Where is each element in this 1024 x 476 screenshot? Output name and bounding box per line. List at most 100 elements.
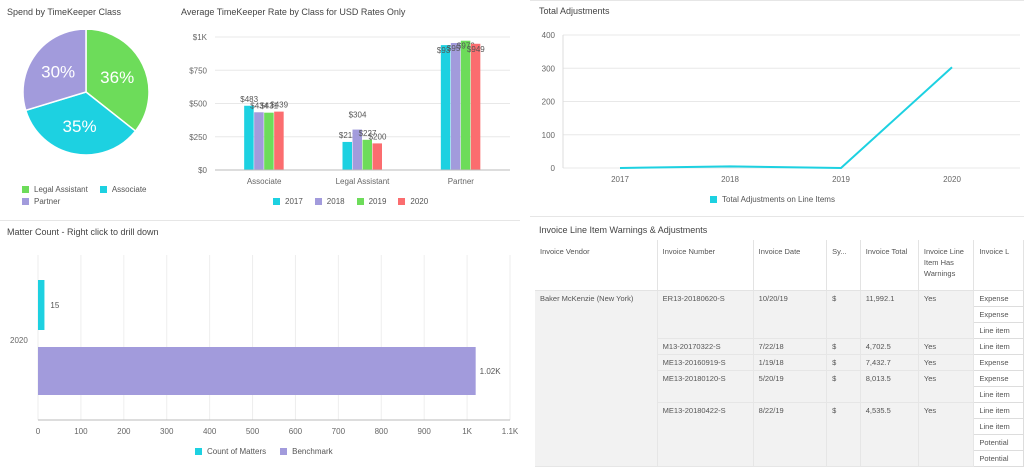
cell-invoice-number[interactable]: ME13-20180120-S	[657, 370, 754, 403]
hbar-xtick-label: 200	[117, 427, 131, 436]
pie-slice-label: 35%	[63, 117, 97, 136]
bar-xtick-label: Associate	[247, 177, 282, 186]
cell-line-type: Expense	[973, 370, 1024, 387]
legend-2017[interactable]: 2017	[273, 197, 303, 206]
horizontal-divider-top-right	[530, 0, 1024, 1]
cell-invoice-date: 10/20/19	[753, 290, 828, 339]
cell-symbol: $	[826, 370, 861, 403]
table-row[interactable]: Baker McKenzie (New York) ER13-20180620-…	[535, 290, 1024, 467]
cell-invoice-date: 8/22/19	[753, 402, 828, 467]
swatch-total-adjustments	[710, 196, 717, 203]
table-row[interactable]: ME13-20180422-S 8/22/19 $ 4,535.5 Yes Li…	[535, 402, 1024, 467]
swatch-benchmark	[280, 448, 288, 455]
table-row[interactable]: Expense	[535, 306, 1024, 323]
table-row[interactable]: ME13-20180120-S 5/20/19 $ 8,013.5 Yes Ex…	[535, 370, 1024, 403]
hbar-xtick-label: 600	[289, 427, 303, 436]
legend-label: 2020	[410, 197, 429, 206]
cell-invoice-number[interactable]: ME13-20160919-S	[657, 354, 754, 371]
cell-line-type: Potential	[973, 450, 1024, 467]
line-xtick-label: 2019	[832, 175, 850, 184]
bar-data-label: $434	[250, 101, 268, 110]
bar-legal-assistant-2019[interactable]	[362, 139, 373, 170]
cell-line-type: Line item	[973, 322, 1024, 339]
swatch-2020	[398, 198, 406, 205]
col-header-has-warnings[interactable]: Invoice Line Item Has Warnings	[918, 240, 975, 291]
swatch-partner	[22, 198, 29, 205]
pie-slice-label: 36%	[100, 68, 134, 87]
col-header-invoice-line[interactable]: Invoice L	[973, 240, 1024, 291]
swatch-2017	[273, 198, 280, 205]
hbar-benchmark[interactable]	[38, 347, 476, 395]
line-xtick-label: 2020	[943, 175, 961, 184]
cell-has-warnings: Yes	[918, 402, 975, 467]
matter-count-chart[interactable]: 0 100 200 300 400 500 600 700 800 900 1K 1.1K 15 1.02…	[0, 250, 525, 445]
swatch-2019	[356, 198, 364, 205]
bar-xtick-label: Partner	[448, 177, 475, 186]
line-ytick-label: 200	[542, 98, 556, 107]
pie-slice-legal-assistant[interactable]	[85, 30, 150, 133]
bar-data-label: $304	[349, 111, 367, 120]
bar-data-label: $955	[447, 44, 465, 53]
cell-line-type: Line item	[973, 418, 1024, 435]
bar-partner-2017[interactable]	[440, 45, 451, 170]
bar-data-label: $939	[437, 46, 455, 55]
bar-associate-2019[interactable]	[264, 112, 274, 170]
bar-ytick-label: $750	[189, 66, 207, 75]
bar-associate-2018[interactable]	[254, 112, 264, 170]
cell-has-warnings: Yes	[918, 370, 975, 403]
pie-slice-partner[interactable]	[22, 30, 87, 112]
cell-invoice-number[interactable]: M13-20170322-S	[657, 338, 754, 355]
col-header-invoice-date[interactable]: Invoice Date	[753, 240, 828, 291]
table-row[interactable]: Potential	[535, 450, 1024, 467]
bar-partner-2018[interactable]	[450, 42, 461, 170]
col-header-vendor[interactable]: Invoice Vendor	[535, 240, 658, 291]
hbar-count-of-matters[interactable]	[38, 280, 45, 330]
legend-partner[interactable]: Partner	[22, 197, 60, 206]
line-chart-title: Total Adjustments	[539, 6, 610, 16]
col-header-symbol[interactable]: Sy...	[826, 240, 861, 291]
col-header-invoice-number[interactable]: Invoice Number	[657, 240, 754, 291]
swatch-count-of-matters	[195, 448, 202, 455]
legend-2018[interactable]: 2018	[314, 197, 345, 206]
legend-associate[interactable]: Associate	[99, 185, 147, 194]
line-ytick-label: 100	[542, 131, 556, 140]
legend-count-of-matters[interactable]: Count of Matters	[195, 447, 266, 456]
line-series-total-adjustments[interactable]	[619, 66, 953, 170]
swatch-legal-assistant	[22, 186, 29, 193]
cell-invoice-total: 11,992.1	[860, 290, 919, 339]
hbar-xtick-label: 400	[203, 427, 217, 436]
bar-ytick-label: $1K	[193, 33, 208, 42]
bar-associate-2020[interactable]	[274, 111, 284, 170]
cell-invoice-number[interactable]: ER13-20180620-S	[657, 290, 754, 339]
bar-associate-2017[interactable]	[244, 105, 254, 170]
legend-legal-assistant[interactable]: Legal Assistant	[22, 185, 88, 194]
hbar-xtick-label: 300	[160, 427, 174, 436]
legend-2020[interactable]: 2020	[398, 197, 428, 206]
bar-partner-2020[interactable]	[470, 43, 481, 170]
swatch-associate	[99, 186, 107, 193]
hbar-xtick-label: 1.1K	[502, 427, 519, 436]
bar-legal-assistant-2020[interactable]	[372, 143, 383, 170]
bar-legal-assistant-2017[interactable]	[342, 141, 353, 170]
table-row[interactable]: ME13-20160919-S 1/19/18 $ 7,432.7 Yes Ex…	[535, 354, 1024, 371]
legend-total-adjustments[interactable]: Total Adjustments on Line Items	[710, 195, 835, 204]
legend-label: 2019	[368, 197, 387, 206]
adjustments-line-chart[interactable]: 0 100 200 300 400 2017 2018 2019 2020	[530, 25, 1024, 190]
pie-slice-label: 30%	[41, 62, 75, 81]
bar-chart-title: Average TimeKeeper Rate by Class for USD…	[181, 7, 406, 17]
pie-chart[interactable]: 36% 35% 30%	[0, 30, 170, 180]
legend-2019[interactable]: 2019	[356, 197, 387, 206]
table-row[interactable]: Line item	[535, 322, 1024, 339]
hbar-chart-title: Matter Count - Right click to drill down	[7, 227, 159, 237]
cell-invoice-number[interactable]: ME13-20180422-S	[657, 402, 754, 467]
col-header-invoice-total[interactable]: Invoice Total	[860, 240, 919, 291]
table-row[interactable]: M13-20170322-S 7/22/18 $ 4,702.5 Yes Lin…	[535, 338, 1024, 355]
legend-label: Count of Matters	[207, 447, 267, 456]
bar-partner-2019[interactable]	[460, 40, 471, 170]
cell-symbol: $	[826, 402, 861, 467]
legend-label: 2017	[285, 197, 303, 206]
legend-benchmark[interactable]: Benchmark	[280, 447, 333, 456]
rate-bar-chart[interactable]: $0 $250 $500 $750 $1K $483$434$431$439 Associa…	[170, 25, 520, 190]
bar-legal-assistant-2018[interactable]	[352, 129, 363, 170]
pie-slice-associate[interactable]	[24, 91, 137, 156]
